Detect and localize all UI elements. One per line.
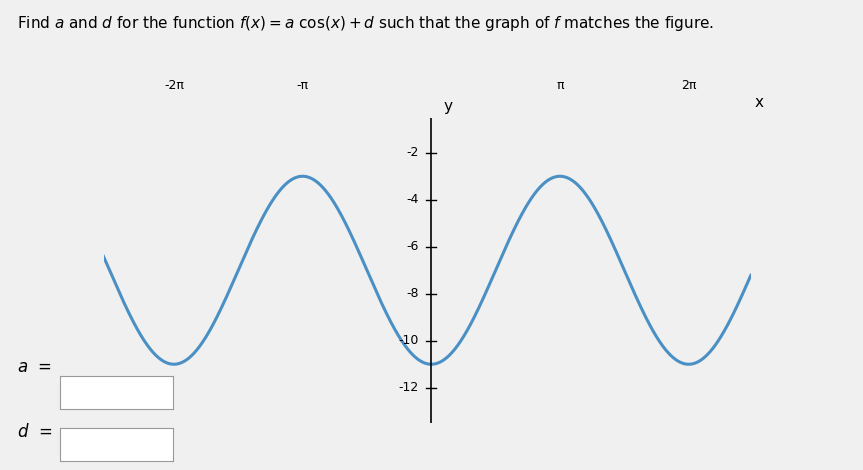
- Text: -π: -π: [297, 78, 309, 92]
- Text: -2π: -2π: [164, 78, 184, 92]
- Text: y: y: [444, 99, 452, 114]
- Text: $a$  =: $a$ =: [17, 358, 52, 376]
- Text: -2: -2: [406, 146, 419, 159]
- Text: -4: -4: [406, 193, 419, 206]
- Text: π: π: [557, 78, 564, 92]
- Text: x: x: [755, 95, 764, 110]
- Text: -12: -12: [399, 381, 419, 394]
- Text: Find $a$ and $d$ for the function $f(x) = a$ cos$(x) + d$ such that the graph of: Find $a$ and $d$ for the function $f(x) …: [17, 14, 715, 33]
- Text: -10: -10: [399, 334, 419, 347]
- Text: -6: -6: [406, 240, 419, 253]
- Text: $d$  =: $d$ =: [17, 423, 53, 441]
- Text: -8: -8: [406, 287, 419, 300]
- Text: 2π: 2π: [681, 78, 696, 92]
